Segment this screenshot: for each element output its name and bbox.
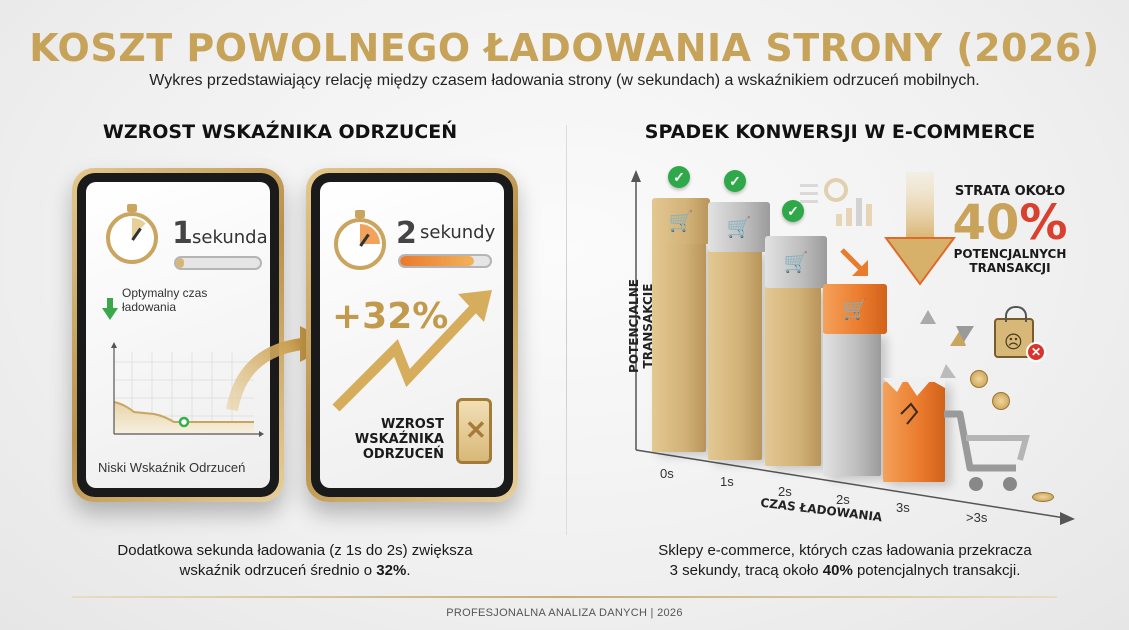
shard-icon: [956, 326, 974, 342]
stopwatch-icon: [334, 210, 386, 270]
check-icon: ✓: [724, 170, 746, 192]
empty-cart-icon: [944, 410, 1030, 491]
optimal-time-label: Optymalny czas ładowania: [122, 286, 208, 315]
dashboard-decoration-icon: [800, 178, 872, 226]
bar-2s-b: [823, 332, 881, 476]
x-tick: 2s: [778, 484, 792, 499]
footer-divider: [72, 596, 1057, 598]
right-caption: Sklepy e-commerce, których czas ładowani…: [658, 542, 1032, 580]
time-number: 2: [396, 216, 417, 251]
cart-icon: 🛒: [652, 198, 710, 244]
y-axis-label: POTENCJALNE TRANSAKCJE: [627, 279, 655, 373]
load-progress-bar: [398, 254, 492, 268]
bar-2s-a: [765, 286, 821, 466]
big-down-arrow-icon: [884, 172, 956, 286]
bounce-increase-caption: WZROST WSKAŹNIKA ODRZUCEŃ: [354, 417, 444, 462]
down-right-arrow-icon: [840, 248, 868, 276]
left-section-title: WZROST WSKAŹNIKA ODRZUCEŃ: [102, 121, 458, 143]
shard-icon: [940, 364, 956, 378]
left-caption: Dodatkowa sekunda ładowania (z 1s do 2s)…: [117, 542, 473, 580]
time-unit: sekunda: [192, 227, 268, 248]
chart-axes: [631, 170, 1075, 525]
loss-callout: STRATA OKOŁO 40% POTENCJALNYCH TRANSAKCJ…: [952, 184, 1068, 276]
page-title: KOSZT POWOLNEGO ŁADOWANIA STRONY (2026): [29, 26, 1100, 70]
tablet-1-second: 1 sekunda Optymalny czas ładowania: [72, 168, 284, 502]
cart-icon: 🛒: [765, 236, 827, 288]
x-tick: >3s: [966, 510, 988, 525]
cart-icon: 🛒: [823, 284, 887, 334]
time-number: 1: [172, 216, 193, 251]
coin-icon: [992, 392, 1010, 410]
page-subtitle: Wykres przedstawiający relację między cz…: [149, 72, 980, 89]
footer-text: PROFESJONALNA ANALIZA DANYCH | 2026: [446, 607, 683, 619]
x-tick: 0s: [660, 466, 674, 481]
section-divider: [566, 125, 567, 535]
bar-3s-broken: [883, 382, 945, 482]
crack-icon: [883, 378, 945, 425]
bar-1s: [708, 250, 762, 460]
x-tick: 2s: [836, 492, 850, 507]
coin-icon: [970, 370, 988, 388]
coin-icon: [1032, 492, 1054, 502]
time-unit: sekundy: [420, 222, 496, 243]
down-arrow-icon: [102, 298, 118, 320]
tablet-2-seconds: 2 sekundy +32% WZROST WSKAŹNIKA ODRZUCEŃ…: [306, 168, 518, 502]
check-icon: ✓: [782, 200, 804, 222]
bounce-increase-value: +32%: [332, 296, 449, 337]
load-progress-bar: [174, 256, 262, 270]
low-bounce-label: Niski Wskaźnik Odrzuceń: [98, 460, 246, 475]
stopwatch-icon: [106, 204, 158, 264]
bar-0s: [652, 240, 706, 452]
x-tick: 1s: [720, 474, 734, 489]
sad-shopping-bag-icon: ☹: [994, 306, 1034, 358]
low-bounce-mini-chart: [111, 342, 264, 437]
cart-icon: 🛒: [708, 202, 770, 252]
right-section-title: SPADEK KONWERSJI W E-COMMERCE: [644, 121, 1036, 143]
broken-phone-icon: ✕: [456, 398, 492, 464]
close-x-icon: ✕: [1026, 342, 1046, 362]
rising-arrow-icon: [332, 290, 492, 412]
check-icon: ✓: [668, 166, 690, 188]
x-tick: 3s: [896, 500, 910, 515]
shard-icon: [920, 310, 936, 324]
